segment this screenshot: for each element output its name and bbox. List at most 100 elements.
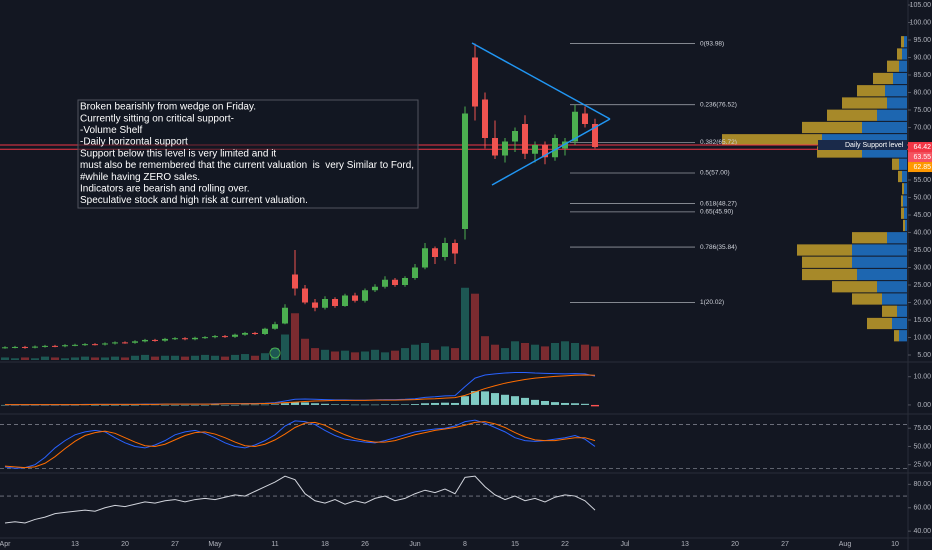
candle-body <box>442 243 448 257</box>
volume-bar <box>541 346 549 360</box>
histogram-bar <box>141 404 149 406</box>
volume-bar <box>221 356 229 360</box>
candle-body <box>542 145 548 158</box>
x-tick-label: Aug <box>839 541 852 548</box>
volume-bar <box>471 293 479 360</box>
note-line: Currently sitting on critical support- <box>80 113 234 124</box>
candle-body <box>182 338 188 340</box>
histogram-bar <box>491 393 499 405</box>
profile-down-bar <box>827 109 877 121</box>
histogram-bar <box>101 404 109 406</box>
y-tick-label: 0.00 <box>917 402 931 409</box>
x-tick-label: May <box>208 541 222 548</box>
volume-bar <box>441 346 449 360</box>
candle-body <box>272 324 278 329</box>
candle-body <box>102 343 108 345</box>
histogram-bar <box>331 404 339 405</box>
profile-up-bar <box>857 268 907 281</box>
profile-up-bar <box>902 170 907 183</box>
y-tick-label: 40.00 <box>913 528 931 535</box>
y-tick-label: 100.00 <box>910 19 932 26</box>
profile-down-bar <box>897 48 902 60</box>
y-tick-label: 95.00 <box>913 37 931 44</box>
volume-bar <box>311 348 319 360</box>
histogram-bar <box>251 404 259 406</box>
profile-up-bar <box>882 293 907 305</box>
histogram-bar <box>111 404 119 406</box>
profile-up-bar <box>903 195 907 207</box>
note-line: Broken bearishly from wedge on Friday. <box>80 102 256 113</box>
histogram-bar <box>431 402 439 405</box>
y-tick-label: 25.00 <box>913 282 931 289</box>
y-tick-label: 5.00 <box>917 352 931 359</box>
candle-body <box>152 339 158 341</box>
candle-body <box>492 138 498 156</box>
x-tick-label: 27 <box>781 541 789 548</box>
candle-body <box>302 288 308 303</box>
price-tag <box>908 162 932 173</box>
volume-bar <box>581 344 589 360</box>
candle-body <box>422 248 428 268</box>
fib-label: 1(20.02) <box>700 299 724 306</box>
volume-bar <box>211 355 219 360</box>
volume-bar <box>131 355 139 360</box>
candle-body <box>502 141 508 156</box>
volume-bar <box>461 287 469 360</box>
volume-bar <box>381 352 389 360</box>
volume-bar <box>151 356 159 360</box>
histogram-bar <box>351 404 359 406</box>
histogram-bar <box>471 391 479 405</box>
volume-bar <box>321 349 329 360</box>
profile-down-bar <box>882 305 897 317</box>
y-tick-label: 30.00 <box>913 264 931 271</box>
y-tick-label: 75.00 <box>913 107 931 114</box>
histogram-bar <box>21 404 29 406</box>
indicator-line <box>4 421 596 469</box>
note-line: must also be remembered that the current… <box>80 160 414 171</box>
volume-bar <box>231 354 239 360</box>
profile-down-bar <box>842 97 887 109</box>
profile-up-bar <box>852 256 907 268</box>
candle-body <box>62 345 68 347</box>
histogram-bar <box>561 402 569 405</box>
histogram-bar <box>171 404 179 406</box>
profile-down-bar <box>892 158 899 170</box>
candle-body <box>232 334 238 337</box>
y-tick-label: 85.00 <box>913 72 931 79</box>
profile-up-bar <box>887 97 907 109</box>
volume-bar <box>301 338 309 360</box>
histogram-bar <box>461 396 469 405</box>
profile-down-bar <box>802 121 862 134</box>
indicator-line <box>5 374 596 406</box>
candle-body <box>592 124 598 148</box>
x-tick-label: Jun <box>409 541 420 548</box>
profile-up-bar <box>877 281 907 293</box>
volume-bar <box>511 341 519 360</box>
y-tick-label: 10.00 <box>913 374 931 381</box>
fib-label: 0.236(76.52) <box>700 101 737 108</box>
y-tick-label: 80.00 <box>913 481 931 488</box>
wedge-lower-line <box>491 118 611 186</box>
support-label: Daily Support level <box>845 142 904 149</box>
volume-bar <box>571 343 579 360</box>
candle-body <box>372 286 378 291</box>
volume-bar <box>141 354 149 360</box>
volume-bar <box>11 358 19 360</box>
histogram-bar <box>161 404 169 406</box>
y-tick-label: 105.00 <box>910 2 932 9</box>
x-tick-label: 20 <box>731 541 739 548</box>
histogram-bar <box>151 404 159 406</box>
candle-body <box>312 302 318 308</box>
histogram-bar <box>551 402 559 405</box>
profile-down-bar <box>901 36 904 48</box>
profile-up-bar <box>905 219 907 232</box>
histogram-bar <box>361 404 369 406</box>
profile-down-bar <box>832 281 877 293</box>
histogram-bar <box>131 404 139 406</box>
histogram-bar <box>91 404 99 406</box>
profile-down-bar <box>898 170 902 183</box>
volume-bar <box>181 356 189 360</box>
candle-body <box>202 337 208 339</box>
volume-bar <box>21 357 29 360</box>
